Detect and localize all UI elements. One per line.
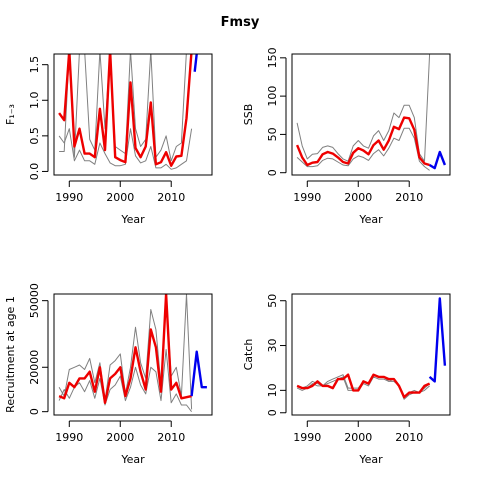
panel-2-median-line — [295, 116, 430, 167]
panel-2-x-axis-label: Year — [358, 213, 383, 226]
panel-1-x-axis-label: Year — [120, 213, 145, 226]
panel-1-median-line — [58, 54, 193, 167]
panel-2-ssb: 1990 2000 2010 Year 0 50 100 150 SSB — [242, 47, 451, 226]
panel-1-y-tick-label: 1.0 — [28, 92, 41, 110]
panel-3-x-tick-label: 2010 — [157, 431, 185, 444]
panel-2-y-axis-label: SSB — [242, 104, 255, 126]
panel-4-y-tick-label: 50 — [266, 294, 279, 308]
panel-3-y-axis-label: Recruitment at age 1 — [4, 296, 17, 413]
panel-2-y-tick-label: 100 — [266, 86, 279, 107]
panel-1-y-tick-label: 0.0 — [28, 163, 41, 181]
panel-3-y-tick-label: 0 — [28, 408, 41, 415]
panel-2-x-tick-label: 2010 — [395, 191, 423, 204]
panel-2-upper-line — [296, 54, 431, 162]
panel-3-x-axis-label: Year — [120, 453, 145, 466]
panel-4-plot-frame — [291, 293, 451, 416]
panel-2-plot-frame — [291, 53, 451, 176]
panel-2-y-tick-label: 150 — [266, 47, 279, 68]
panel-3-series-lines — [58, 294, 207, 413]
panel-2-projection-line — [428, 150, 447, 170]
panel-3-x-tick-label: 1990 — [55, 431, 83, 444]
panel-4-y-tick-label: 0 — [266, 409, 279, 416]
panel-1-series-lines — [58, 54, 199, 170]
panel-1-y-tick-label: 0.5 — [28, 127, 41, 145]
panel-4-x-tick-label: 1990 — [293, 431, 321, 444]
panel-1-y-axis-label: F₁₋₃ — [4, 104, 17, 125]
panel-4-median-line — [296, 373, 431, 399]
panel-4-catch: 1990 2000 2010 Year 0 10 30 50 Catch — [242, 293, 451, 466]
panel-3-x-tick-label: 2000 — [106, 431, 134, 444]
panel-1-y-tick-label: 1.5 — [28, 56, 41, 74]
panel-1-plot-frame — [53, 53, 213, 176]
panel-4-x-tick-label: 2000 — [344, 431, 372, 444]
panel-2-y-tick-label: 0 — [266, 169, 279, 176]
panel-4-x-tick-label: 2010 — [395, 431, 423, 444]
panel-3-projection-line — [190, 350, 207, 397]
panel-2-series-lines — [295, 54, 447, 171]
panel-2-lower-line — [296, 127, 430, 171]
panel-2-x-tick-label: 2000 — [344, 191, 372, 204]
panel-3-y-tick-label: 20000 — [28, 350, 41, 385]
panel-4-y-tick-label: 10 — [266, 383, 279, 397]
panel-3-median-line — [58, 294, 192, 404]
panel-3-plot-frame — [53, 293, 213, 416]
panel-1-f: 1990 2000 2010 Year 0.0 0.5 1.0 1.5 F₁₋₃ — [4, 53, 213, 226]
panel-3-lower-line — [58, 349, 192, 413]
panel-4-y-tick-label: 30 — [266, 339, 279, 353]
panel-1-projection-line — [193, 54, 199, 72]
panel-4-y-axis-label: Catch — [242, 339, 255, 371]
figure-title: Fmsy — [221, 15, 260, 30]
panel-1-lower-line — [58, 128, 193, 170]
panel-4-x-axis-label: Year — [358, 453, 383, 466]
panel-2-y-tick-label: 50 — [266, 127, 279, 141]
panel-2-x-tick-label: 1990 — [293, 191, 321, 204]
panel-4-series-lines — [296, 297, 447, 400]
panel-1-x-tick-label: 2010 — [157, 191, 185, 204]
panel-3-recruitment-at-age-1: 1990 2000 2010 Year 0 20000 50000 Recruitment a… — [4, 283, 213, 466]
panel-3-y-tick-label: 50000 — [28, 283, 41, 318]
panel-4-projection-line — [428, 297, 447, 383]
panel-1-x-tick-label: 2000 — [106, 191, 134, 204]
panel-1-x-tick-label: 1990 — [55, 191, 83, 204]
